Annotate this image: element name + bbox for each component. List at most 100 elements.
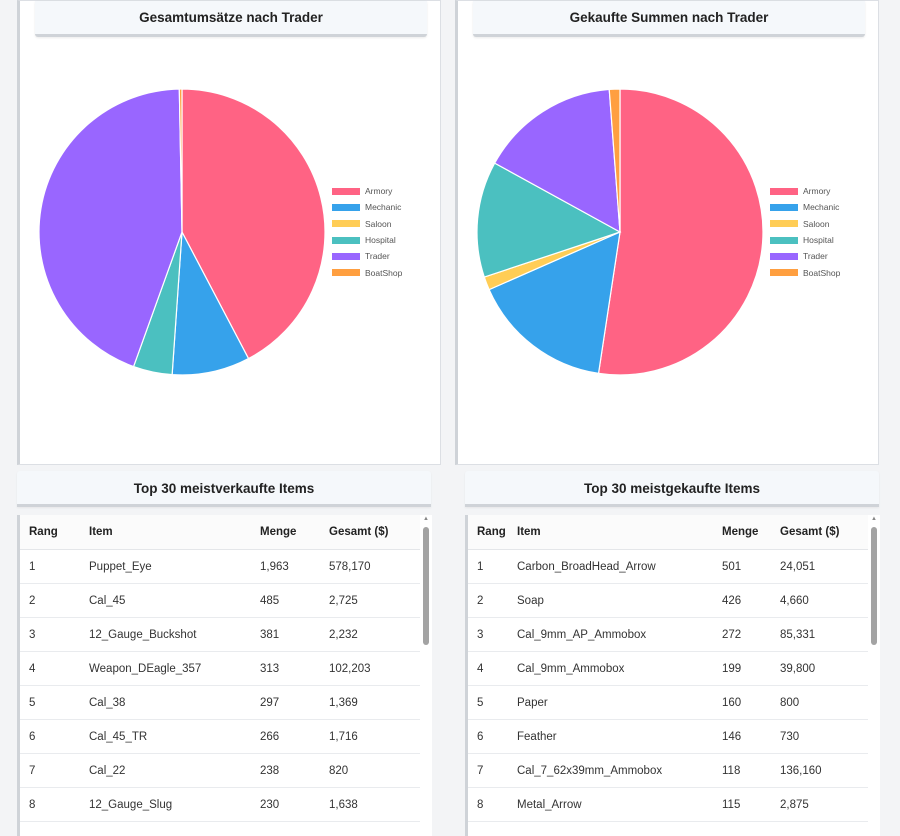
table-row: 5 Cal_38 297 1,369 bbox=[20, 685, 420, 720]
table-sold: Rang Item Menge Gesamt ($) 1 Puppet_Eye 1,… bbox=[20, 515, 420, 822]
legend-item[interactable]: Saloon bbox=[332, 216, 402, 232]
cell-item: Weapon_DEagle_357 bbox=[89, 651, 260, 686]
cell-menge: 115 bbox=[722, 787, 780, 822]
column-header-rang[interactable]: Rang bbox=[468, 515, 517, 550]
cell-rang: 7 bbox=[468, 753, 517, 788]
legend-item[interactable]: Trader bbox=[770, 248, 840, 264]
column-header-gesamt[interactable]: Gesamt ($) bbox=[780, 515, 868, 550]
legend-item[interactable]: Hospital bbox=[332, 232, 402, 248]
legend-swatch-hospital bbox=[332, 236, 360, 244]
legend-label-boatshop: BoatShop bbox=[803, 267, 841, 278]
legend-label-boatshop: BoatShop bbox=[365, 267, 403, 278]
legend-label-armory: Armory bbox=[803, 186, 831, 197]
chart-card-purchases: Gekaufte Summen nach Trader Armory Mecha… bbox=[455, 0, 879, 465]
table-header-row: Rang Item Menge Gesamt ($) bbox=[20, 515, 420, 550]
table-row: 6 Cal_45_TR 266 1,716 bbox=[20, 719, 420, 754]
table-row: 5 Paper 160 800 bbox=[468, 685, 868, 720]
scroll-up-arrow-icon[interactable]: ▲ bbox=[423, 516, 429, 522]
cell-gesamt: 2,232 bbox=[329, 617, 420, 652]
scrollbar-bought[interactable]: ▲ bbox=[868, 515, 880, 836]
cell-item: 12_Gauge_Buckshot bbox=[89, 617, 260, 652]
legend-item[interactable]: Mechanic bbox=[770, 199, 840, 215]
pie-slice-boatshop[interactable] bbox=[178, 88, 183, 233]
table-container-bought[interactable]: Rang Item Menge Gesamt ($) 1 Carbon_Broad… bbox=[465, 515, 880, 836]
table-row: 2 Cal_45 485 2,725 bbox=[20, 583, 420, 618]
pie-slice-hospital[interactable] bbox=[476, 162, 622, 278]
table-row: 8 12_Gauge_Slug 230 1,638 bbox=[20, 787, 420, 822]
legend-sales: Armory Mechanic Saloon Hospital Trader B… bbox=[332, 183, 402, 281]
legend-item[interactable]: Armory bbox=[770, 183, 840, 199]
table-container-sold[interactable]: Rang Item Menge Gesamt ($) 1 Puppet_Eye 1,… bbox=[17, 515, 432, 836]
scroll-up-arrow-icon[interactable]: ▲ bbox=[871, 516, 877, 522]
legend-label-hospital: Hospital bbox=[803, 235, 834, 246]
cell-item: Cal_45 bbox=[89, 583, 260, 618]
cell-gesamt: 1,369 bbox=[329, 685, 420, 720]
legend-item[interactable]: Mechanic bbox=[332, 199, 402, 215]
legend-swatch-mechanic bbox=[332, 203, 360, 211]
scrollbar-sold[interactable]: ▲ bbox=[420, 515, 432, 836]
cell-rang: 5 bbox=[20, 685, 89, 720]
legend-swatch-saloon bbox=[770, 220, 798, 228]
cell-item: Cal_9mm_AP_Ammobox bbox=[517, 617, 722, 652]
pie-slice-trader[interactable] bbox=[493, 88, 621, 234]
pie-slice-boatshop[interactable] bbox=[608, 88, 621, 233]
pie-slice-trader[interactable] bbox=[38, 88, 183, 368]
cell-gesamt: 39,800 bbox=[780, 651, 868, 686]
cell-item: Cal_9mm_Ammobox bbox=[517, 651, 722, 686]
legend-item[interactable]: Trader bbox=[332, 248, 402, 264]
table-row: 2 Soap 426 4,660 bbox=[468, 583, 868, 618]
cell-gesamt: 2,725 bbox=[329, 583, 420, 618]
column-header-menge[interactable]: Menge bbox=[260, 515, 329, 550]
legend-item[interactable]: BoatShop bbox=[332, 264, 402, 280]
pie-slice-armory[interactable] bbox=[597, 88, 764, 376]
pie-slice-mechanic[interactable] bbox=[488, 231, 621, 375]
cell-rang: 8 bbox=[20, 787, 89, 822]
cell-menge: 238 bbox=[260, 753, 329, 788]
cell-gesamt: 24,051 bbox=[780, 549, 868, 584]
table-title-sold: Top 30 meistverkaufte Items bbox=[17, 471, 431, 507]
legend-purchases: Armory Mechanic Saloon Hospital Trader B… bbox=[770, 183, 840, 281]
cell-gesamt: 578,170 bbox=[329, 549, 420, 584]
cell-gesamt: 4,660 bbox=[780, 583, 868, 618]
legend-item[interactable]: Armory bbox=[332, 183, 402, 199]
scrollbar-thumb[interactable] bbox=[871, 527, 877, 645]
cell-menge: 485 bbox=[260, 583, 329, 618]
column-header-rang[interactable]: Rang bbox=[20, 515, 89, 550]
cell-menge: 426 bbox=[722, 583, 780, 618]
cell-item: Cal_22 bbox=[89, 753, 260, 788]
cell-gesamt: 85,331 bbox=[780, 617, 868, 652]
cell-item: Cal_38 bbox=[89, 685, 260, 720]
legend-label-saloon: Saloon bbox=[365, 218, 392, 229]
pie-slice-armory[interactable] bbox=[181, 88, 326, 360]
table-row: 7 Cal_7_62x39mm_Ammobox 118 136,160 bbox=[468, 753, 868, 788]
cell-rang: 2 bbox=[20, 583, 89, 618]
legend-swatch-armory bbox=[770, 187, 798, 195]
column-header-menge[interactable]: Menge bbox=[722, 515, 780, 550]
legend-item[interactable]: BoatShop bbox=[770, 264, 840, 280]
table-title-bought: Top 30 meistgekaufte Items bbox=[465, 471, 879, 507]
chart-title-purchases: Gekaufte Summen nach Trader bbox=[473, 1, 865, 37]
column-header-item[interactable]: Item bbox=[89, 515, 260, 550]
legend-swatch-boatshop bbox=[332, 269, 360, 277]
cell-item: Cal_45_TR bbox=[89, 719, 260, 754]
scrollbar-thumb[interactable] bbox=[423, 527, 429, 645]
cell-rang: 7 bbox=[20, 753, 89, 788]
table-row: 1 Carbon_BroadHead_Arrow 501 24,051 bbox=[468, 549, 868, 584]
legend-label-trader: Trader bbox=[365, 251, 390, 262]
cell-menge: 160 bbox=[722, 685, 780, 720]
cell-item: Cal_7_62x39mm_Ammobox bbox=[517, 753, 722, 788]
chart-card-sales: Gesamtumsätze nach Trader Armory Mechani… bbox=[17, 0, 441, 465]
cell-item: Puppet_Eye bbox=[89, 549, 260, 584]
column-header-item[interactable]: Item bbox=[517, 515, 722, 550]
cell-rang: 6 bbox=[20, 719, 89, 754]
legend-item[interactable]: Saloon bbox=[770, 216, 840, 232]
cell-item: Metal_Arrow bbox=[517, 787, 722, 822]
chart-title-sales: Gesamtumsätze nach Trader bbox=[35, 1, 427, 37]
legend-label-mechanic: Mechanic bbox=[365, 202, 402, 213]
legend-label-hospital: Hospital bbox=[365, 235, 396, 246]
cell-item: Feather bbox=[517, 719, 722, 754]
legend-item[interactable]: Hospital bbox=[770, 232, 840, 248]
column-header-gesamt[interactable]: Gesamt ($) bbox=[329, 515, 420, 550]
cell-gesamt: 1,638 bbox=[329, 787, 420, 822]
legend-swatch-armory bbox=[332, 187, 360, 195]
